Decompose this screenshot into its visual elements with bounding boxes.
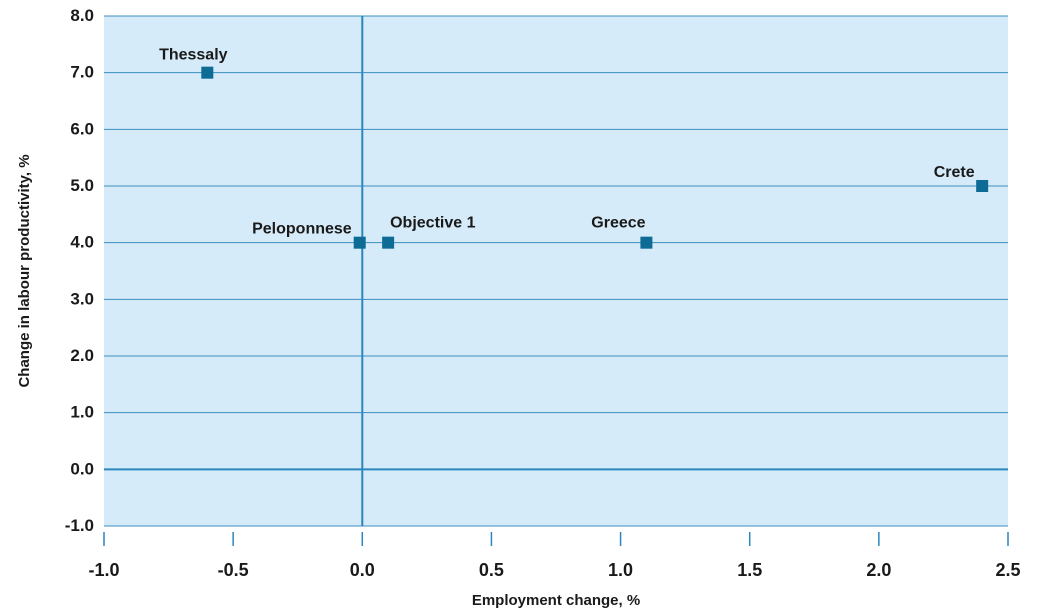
point-label: Crete [934, 164, 975, 181]
point-marker [976, 180, 989, 192]
y-tick-label: 5.0 [70, 176, 94, 195]
y-tick-label: 8.0 [70, 6, 94, 25]
y-tick-label: 1.0 [70, 403, 94, 422]
y-tick-label: 3.0 [70, 289, 94, 308]
point-marker [640, 236, 653, 249]
y-tick-label: 4.0 [70, 233, 94, 252]
x-tick-label: -1.0 [88, 560, 119, 580]
point-marker [201, 66, 214, 79]
plot-area [104, 16, 1008, 526]
x-tick-label: 2.0 [866, 560, 891, 580]
point-label: Greece [591, 215, 645, 232]
point-label: Thessaly [159, 47, 228, 64]
y-tick-label: 0.0 [70, 459, 94, 478]
x-tick-label: 2.5 [995, 560, 1020, 580]
data-points: Thessaly Peloponnese Objective 1 Greece Cret… [159, 47, 989, 249]
y-tick-label: 2.0 [70, 346, 94, 365]
x-tick-label: 1.5 [737, 560, 762, 580]
point-marker [382, 236, 395, 249]
x-axis-title: Employment change, % [472, 592, 640, 609]
grid-lines [104, 15, 1008, 527]
x-tick-label: 0.0 [350, 560, 375, 580]
x-axis: -1.0 -0.5 0.0 0.5 1.0 1.5 2.0 2.5 [88, 532, 1021, 580]
y-tick-label: 7.0 [70, 63, 94, 82]
x-tick-label: -0.5 [218, 560, 249, 580]
zero-lines [104, 16, 1008, 526]
y-tick-label: -1.0 [65, 516, 94, 535]
y-axis: -1.0 0.0 1.0 2.0 3.0 4.0 5.0 6.0 7.0 8.0 [65, 6, 94, 535]
point-marker [353, 236, 366, 249]
point-label: Objective 1 [390, 215, 475, 232]
y-axis-title: Change in labour productivity, % [16, 154, 33, 387]
x-tick-label: 1.0 [608, 560, 633, 580]
point-label: Peloponnese [252, 221, 352, 238]
y-tick-label: 6.0 [70, 119, 94, 138]
x-tick-label: 0.5 [479, 560, 504, 580]
